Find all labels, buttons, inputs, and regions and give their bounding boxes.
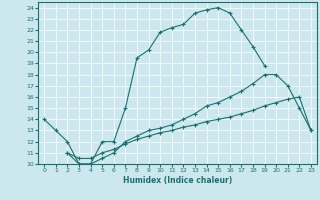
X-axis label: Humidex (Indice chaleur): Humidex (Indice chaleur) [123, 176, 232, 185]
